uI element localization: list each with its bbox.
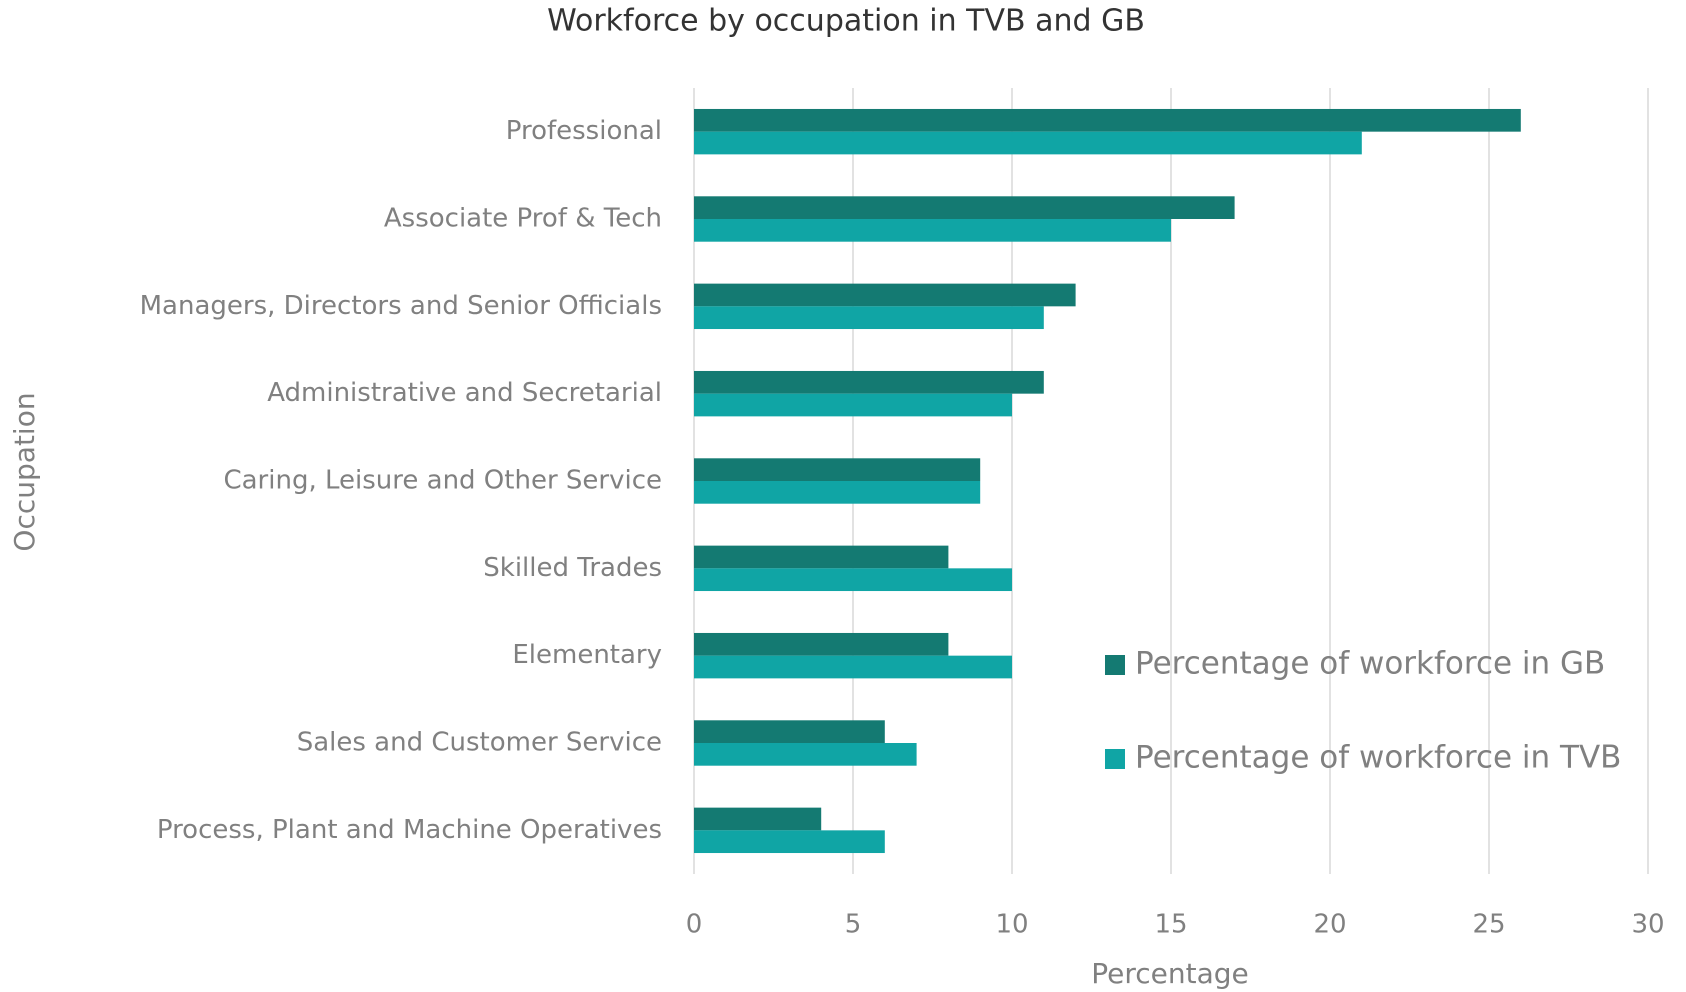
bar (694, 720, 885, 743)
bar (694, 568, 1012, 592)
y-tick-label: Associate Prof & Tech (384, 204, 662, 234)
y-tick-label: Elementary (512, 640, 662, 670)
x-tick-label: 30 (1631, 910, 1664, 940)
y-tick-label: Managers, Directors and Senior Officials (140, 291, 662, 321)
legend-swatch (1105, 655, 1125, 675)
bar (694, 196, 1235, 219)
chart-title: Workforce by occupation in TVB and GB (547, 4, 1145, 39)
bar (694, 481, 981, 504)
y-tick-label: Professional (506, 116, 662, 146)
bar (694, 370, 1044, 394)
legend-label: Percentage of workforce in TVB (1135, 740, 1621, 776)
bar (694, 655, 1012, 679)
x-tick-label: 20 (1313, 910, 1346, 940)
bar (694, 108, 1521, 132)
bar (694, 545, 949, 569)
bar (694, 807, 822, 831)
x-tick-label: 10 (995, 910, 1028, 940)
x-tick-label: 25 (1472, 910, 1505, 940)
bar (694, 306, 1044, 330)
bar (694, 830, 885, 854)
y-tick-label: Skilled Trades (483, 553, 662, 583)
bar (694, 393, 1012, 417)
bar (694, 219, 1171, 242)
y-axis-label: Occupation (8, 392, 41, 551)
y-tick-label: Administrative and Secretarial (267, 378, 662, 408)
x-tick-label: 0 (686, 910, 703, 940)
legend-swatch (1105, 749, 1125, 769)
x-tick-label: 15 (1154, 910, 1187, 940)
y-tick-label: Caring, Leisure and Other Service (223, 466, 662, 496)
bar (694, 458, 981, 481)
legend-label: Percentage of workforce in GB (1135, 646, 1605, 682)
y-tick-label: Process, Plant and Machine Operatives (157, 815, 662, 845)
bar (694, 283, 1076, 307)
x-axis-label: Percentage (1091, 957, 1249, 990)
bar (694, 131, 1362, 155)
bar (694, 632, 949, 656)
bar (694, 743, 917, 766)
x-tick-label: 5 (845, 910, 862, 940)
y-tick-label: Sales and Customer Service (297, 728, 662, 758)
